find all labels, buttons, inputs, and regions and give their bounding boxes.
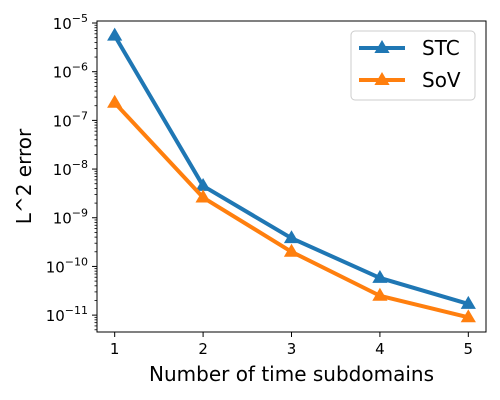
data-point-sov — [195, 189, 211, 203]
x-tick-label: 4 — [375, 340, 385, 358]
y-tick-exponent: −11 — [65, 304, 88, 317]
y-tick-exponent: −7 — [72, 109, 88, 122]
x-tick-label: 3 — [287, 340, 297, 358]
x-tick-label: 5 — [464, 340, 474, 358]
data-point-stc — [372, 269, 388, 283]
y-tick-base: 10 — [46, 258, 65, 276]
legend: STC SoV — [350, 30, 476, 101]
y-tick-label: 10−9 — [53, 207, 88, 228]
y-axis-label: L^2 error — [12, 128, 36, 224]
y-tick-exponent: −10 — [65, 255, 88, 268]
x-tick-label: 1 — [110, 340, 120, 358]
y-tick-exponent: −6 — [72, 61, 88, 74]
data-point-stc — [283, 230, 300, 244]
y-tick-exponent: −9 — [72, 207, 88, 220]
y-tick-base: 10 — [53, 112, 72, 130]
data-point-stc — [460, 295, 476, 309]
y-tick-label: 10−7 — [53, 109, 88, 130]
y-tick-base: 10 — [46, 307, 65, 325]
y-tick-label: 10−10 — [46, 255, 88, 276]
legend-label-stc: STC — [422, 36, 460, 60]
y-tick-label: 10−6 — [53, 61, 88, 82]
y-tick-exponent: −5 — [72, 12, 88, 25]
legend-label-sov: SoV — [422, 68, 461, 92]
data-point-sov — [460, 309, 476, 323]
y-tick-label: 10−11 — [46, 304, 88, 325]
y-tick-label: 10−8 — [53, 158, 88, 179]
data-point-sov — [372, 287, 388, 301]
data-point-stc — [107, 27, 123, 41]
legend-marker-sov — [374, 72, 390, 85]
y-tick-exponent: −8 — [72, 158, 88, 171]
y-tick-base: 10 — [53, 210, 72, 228]
plot-frame — [96, 20, 487, 333]
y-tick-base: 10 — [53, 15, 72, 33]
data-point-sov — [107, 94, 123, 108]
x-axis-label: Number of time subdomains — [149, 362, 434, 386]
y-tick-base: 10 — [53, 161, 72, 179]
series-layer — [107, 27, 476, 323]
x-tick-label: 2 — [198, 340, 208, 358]
data-point-sov — [283, 243, 300, 257]
data-point-stc — [195, 177, 211, 191]
y-tick-label: 10−5 — [53, 12, 88, 33]
y-tick-base: 10 — [53, 64, 72, 82]
legend-marker-stc — [374, 40, 390, 53]
